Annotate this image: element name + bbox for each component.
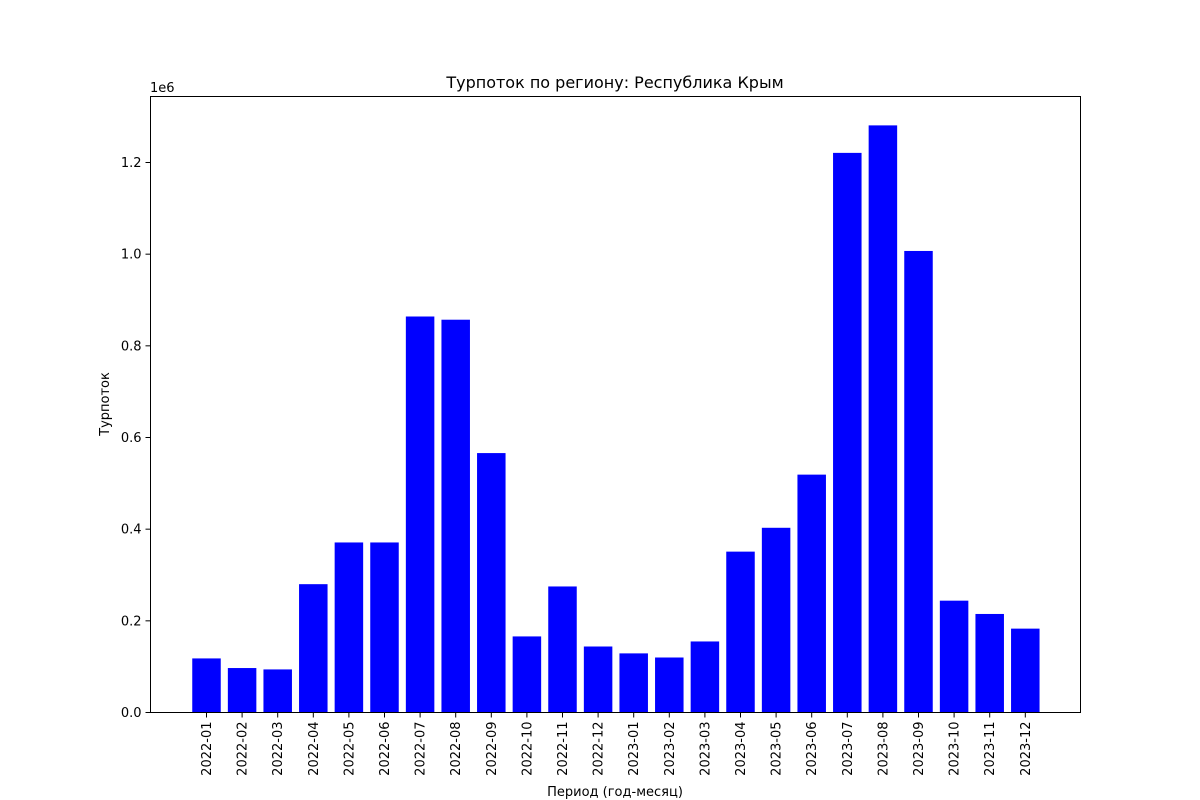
x-tick-label: 2022-04 [307, 722, 322, 776]
bar-2022-12 [583, 646, 613, 713]
y-axis: 0.0 0.2 0.4 0.6 0.8 1.0 1.2 [121, 156, 151, 721]
bar-2023-02 [655, 657, 684, 713]
bar-2022-08 [441, 319, 470, 713]
x-tick-label: 2022-07 [414, 722, 429, 776]
bar-2023-03 [690, 641, 720, 713]
bar-2023-12 [1011, 628, 1040, 713]
x-tick-label: 2022-08 [449, 722, 464, 776]
chart-title: Турпоток по региону: Республика Крым [445, 73, 783, 92]
x-tick-label: 2023-08 [876, 722, 891, 776]
x-axis: 2022-01 2022-02 2022-03 2022-04 2022-05 2022-… [200, 712, 1034, 776]
y-axis-label: Турпоток [98, 372, 113, 437]
x-tick-label: 2022-09 [485, 722, 500, 776]
x-tick-label: 2022-10 [520, 722, 535, 776]
x-tick-label: 2022-03 [271, 722, 286, 776]
x-tick-label: 2023-04 [734, 722, 749, 776]
y-tick-label: 0.0 [121, 706, 142, 721]
x-tick-label: 2023-07 [841, 722, 856, 776]
y-tick-label: 0.8 [121, 339, 142, 354]
bar-2023-04 [726, 551, 755, 713]
x-tick-label: 2022-06 [378, 722, 393, 776]
bar-2022-01 [192, 658, 221, 713]
x-tick-label: 2023-09 [912, 722, 927, 776]
x-tick-label: 2023-10 [948, 722, 963, 776]
y-tick-label: 0.6 [121, 431, 142, 446]
x-tick-label: 2023-01 [627, 722, 642, 776]
bar-2022-09 [477, 453, 506, 713]
bar-2022-03 [263, 669, 292, 713]
bar-2022-05 [334, 542, 364, 713]
x-tick-label: 2023-03 [698, 722, 713, 776]
x-axis-label: Период (год-месяц) [547, 785, 683, 800]
bar-2022-11 [548, 586, 577, 713]
x-tick-label: 2022-11 [556, 722, 571, 776]
plot-frame [150, 96, 1081, 713]
x-tick-label: 2022-02 [236, 722, 251, 776]
bars-group [192, 125, 1040, 713]
bar-2023-11 [975, 613, 1004, 713]
bar-2022-10 [512, 636, 542, 713]
bar-2022-02 [227, 668, 257, 713]
x-tick-label: 2023-12 [1019, 722, 1034, 776]
y-axis-offset-label: 1e6 [150, 81, 175, 96]
x-tick-label: 2022-12 [592, 722, 607, 776]
bar-2022-07 [405, 316, 435, 713]
bar-2022-04 [299, 584, 328, 713]
bar-2023-10 [939, 600, 969, 713]
y-tick-label: 0.2 [121, 614, 142, 629]
y-tick-label: 1.2 [121, 156, 142, 171]
x-tick-label: 2023-02 [663, 722, 678, 776]
bar-2023-07 [833, 152, 862, 713]
bar-2023-05 [761, 527, 791, 713]
bar-2023-08 [868, 125, 898, 713]
y-tick-label: 0.4 [121, 523, 142, 538]
x-tick-label: 2023-05 [770, 722, 785, 776]
x-tick-label: 2023-06 [805, 722, 820, 776]
bar-2023-06 [797, 474, 826, 713]
x-tick-label: 2023-11 [983, 722, 998, 776]
x-tick-label: 2022-01 [200, 722, 215, 776]
x-tick-label: 2022-05 [342, 722, 357, 776]
y-tick-label: 1.0 [121, 248, 142, 263]
bar-2023-09 [904, 250, 933, 713]
bar-2023-01 [619, 653, 648, 713]
bar-2022-06 [370, 542, 399, 713]
